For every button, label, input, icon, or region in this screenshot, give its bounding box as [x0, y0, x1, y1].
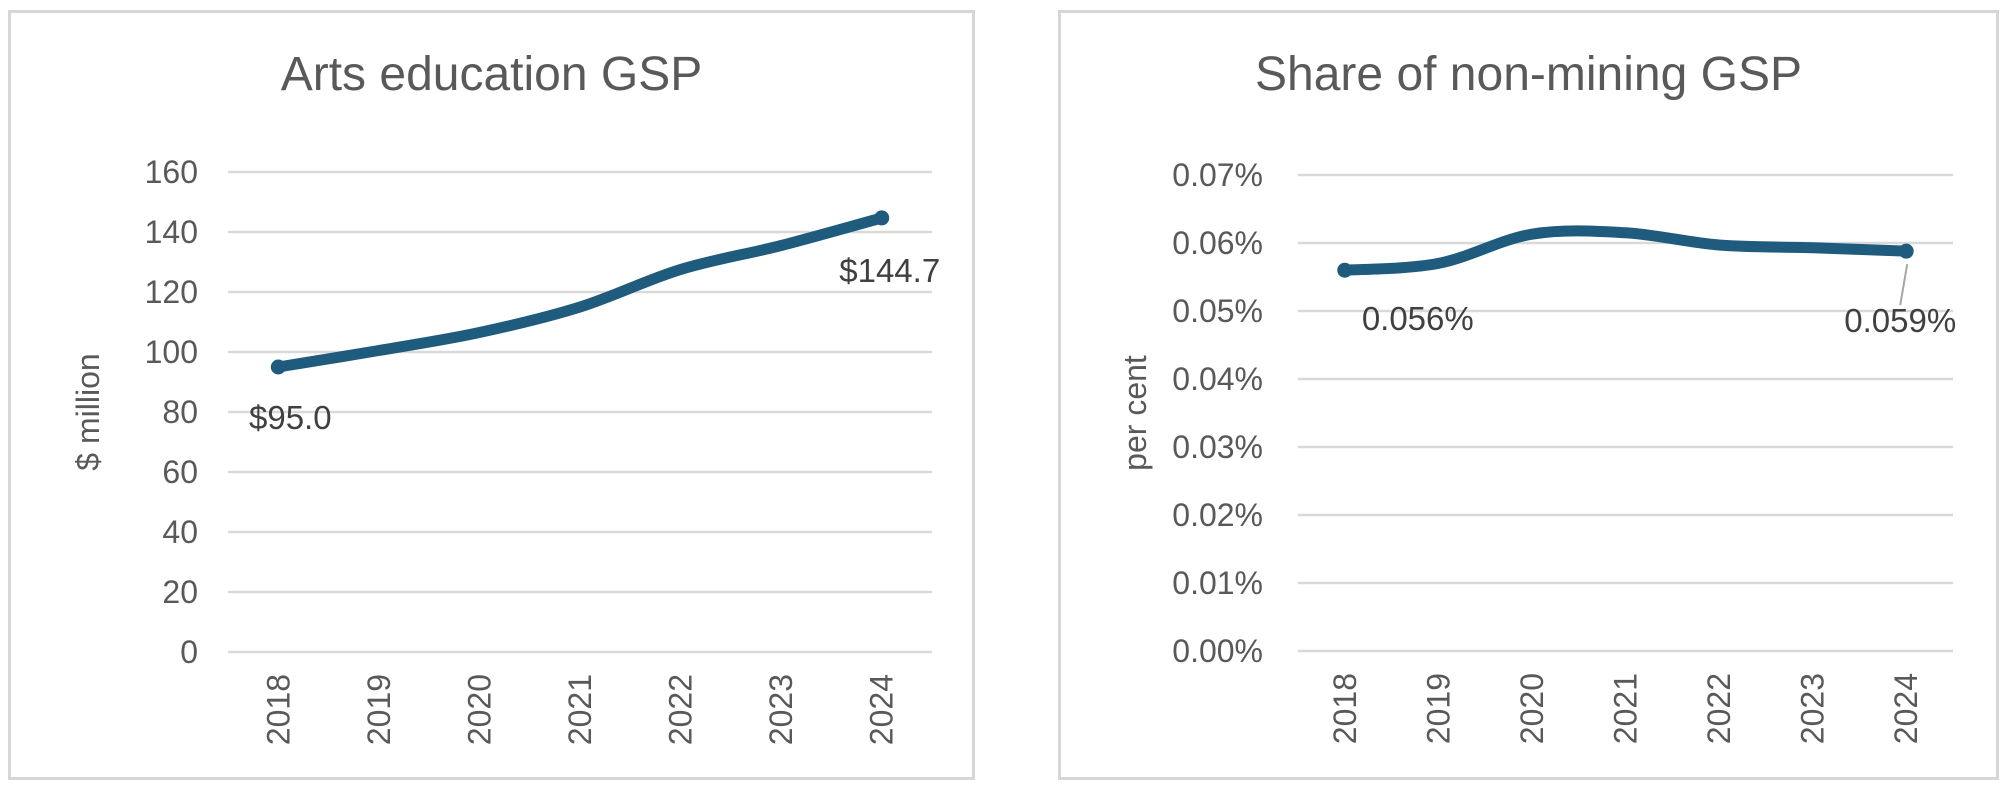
share-of-non-mining-gsp-line-chart: 0.00% 0.01% 0.02% 0.03% 0.04% 0.05% 0.06% 0.07%… [1117, 157, 1956, 744]
chart-panel-share-of-non-mining-gsp: 0.00% 0.01% 0.02% 0.03% 0.04% 0.05% 0.06% 0.07%… [1058, 10, 1999, 780]
x-tick-label: 2023 [1795, 673, 1831, 744]
y-tick-label: 0.06% [1172, 225, 1263, 261]
y-tick-label: 0.01% [1172, 565, 1263, 601]
x-tick-label: 2022 [663, 674, 699, 745]
x-tick-label: 2019 [1420, 673, 1456, 744]
chart-panel-arts-education-gsp: 0 20 40 60 80 100 120 140 160 2018 2019 2020 2021 202… [8, 10, 975, 780]
data-label-last: $144.7 [839, 252, 940, 289]
y-tick-label: 80 [162, 394, 198, 430]
y-tick-label: 20 [162, 574, 198, 610]
data-point-marker-first [270, 359, 286, 375]
x-tick-label: 2018 [260, 674, 296, 745]
data-point-marker-last [874, 210, 890, 226]
y-axis-title: $ million [70, 353, 106, 470]
x-tick-label: 2020 [1514, 673, 1550, 744]
series-line [272, 212, 888, 373]
data-label-last: 0.059% [1844, 302, 1956, 339]
x-tick-label: 2020 [461, 674, 497, 745]
data-label-leader-line [1899, 263, 1909, 306]
x-tick-label: 2021 [1608, 673, 1644, 744]
data-label-first: 0.056% [1362, 300, 1474, 337]
y-tick-label: 100 [145, 334, 198, 370]
y-tick-label: 40 [162, 514, 198, 550]
y-tick-label: 120 [145, 274, 198, 310]
arts-education-gsp-line-chart: 0 20 40 60 80 100 120 140 160 2018 2019 2020 2021 202… [70, 154, 940, 745]
y-tick-label: 0.00% [1172, 633, 1263, 669]
y-tick-label: 140 [145, 214, 198, 250]
y-tick-label: 0.05% [1172, 293, 1263, 329]
x-tick-label: 2018 [1327, 673, 1363, 744]
y-tick-label: 0.07% [1172, 157, 1263, 193]
y-tick-label: 160 [145, 154, 198, 190]
chart-title-arts-education-gsp: Arts education GSP [280, 48, 703, 101]
x-tick-label: 2019 [361, 674, 397, 745]
y-tick-label: 0.02% [1172, 497, 1263, 533]
y-tick-label: 0.04% [1172, 361, 1263, 397]
y-tick-label: 60 [162, 454, 198, 490]
data-label-first: $95.0 [249, 399, 332, 436]
y-tick-label: 0.03% [1172, 429, 1263, 465]
x-tick-label: 2021 [562, 674, 598, 745]
y-axis-title: per cent [1117, 355, 1153, 471]
x-tick-label: 2023 [763, 674, 799, 745]
data-point-marker-last [1898, 243, 1914, 259]
x-tick-label: 2024 [864, 674, 900, 745]
series-line [1339, 225, 1912, 276]
data-point-marker-first [1337, 262, 1353, 278]
y-tick-label: 0 [180, 634, 198, 670]
x-tick-label: 2022 [1701, 673, 1737, 744]
chart-title-share-of-non-mining-gsp: Share of non-mining GSP [1255, 48, 1802, 101]
x-tick-label: 2024 [1888, 673, 1924, 744]
